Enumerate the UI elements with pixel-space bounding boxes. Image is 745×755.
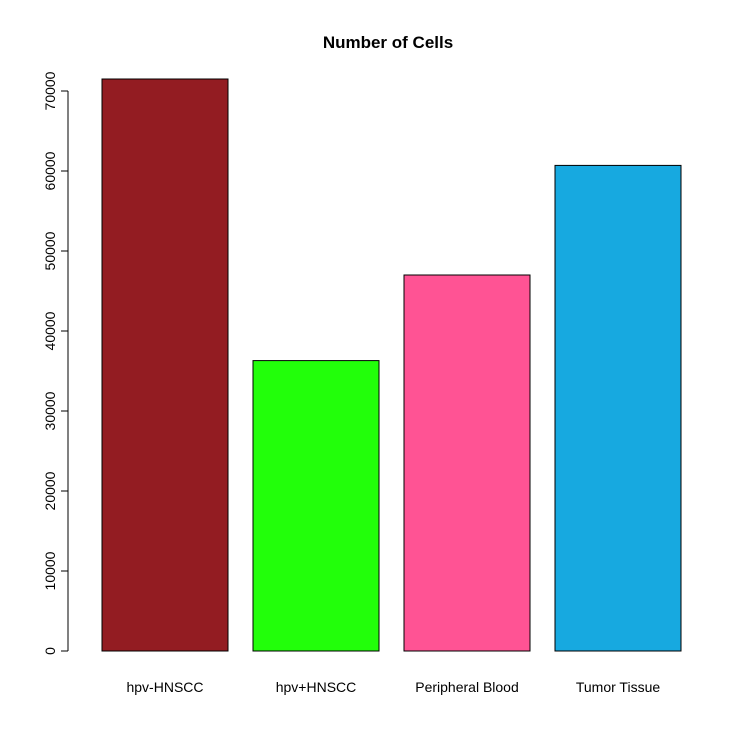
- y-tick-label: 70000: [42, 71, 58, 110]
- bar-peripheral-blood: [403, 274, 531, 652]
- bar-hpv-hnscc: [252, 360, 380, 652]
- chart-title: Number of Cells: [323, 33, 453, 52]
- category-label: Peripheral Blood: [415, 679, 519, 695]
- bar-tumor-tissue: [554, 164, 682, 652]
- y-tick-label: 60000: [42, 151, 58, 190]
- y-tick-label: 50000: [42, 231, 58, 270]
- bars-group: [101, 78, 682, 652]
- y-tick-label: 20000: [42, 471, 58, 510]
- category-label: hpv+HNSCC: [276, 679, 357, 695]
- y-tick-label: 10000: [42, 551, 58, 590]
- y-tick-label: 30000: [42, 391, 58, 430]
- y-tick-label: 0: [42, 647, 58, 655]
- bar-hpv-hnscc: [101, 78, 229, 652]
- category-label: Tumor Tissue: [576, 679, 660, 695]
- category-labels: hpv-HNSCC hpv+HNSCC Peripheral Blood Tumor …: [126, 679, 660, 695]
- category-label: hpv-HNSCC: [126, 679, 203, 695]
- y-tick-label: 40000: [42, 311, 58, 350]
- y-axis: 0 10000 20000 30000 40000 50000 60000 70000: [42, 71, 69, 655]
